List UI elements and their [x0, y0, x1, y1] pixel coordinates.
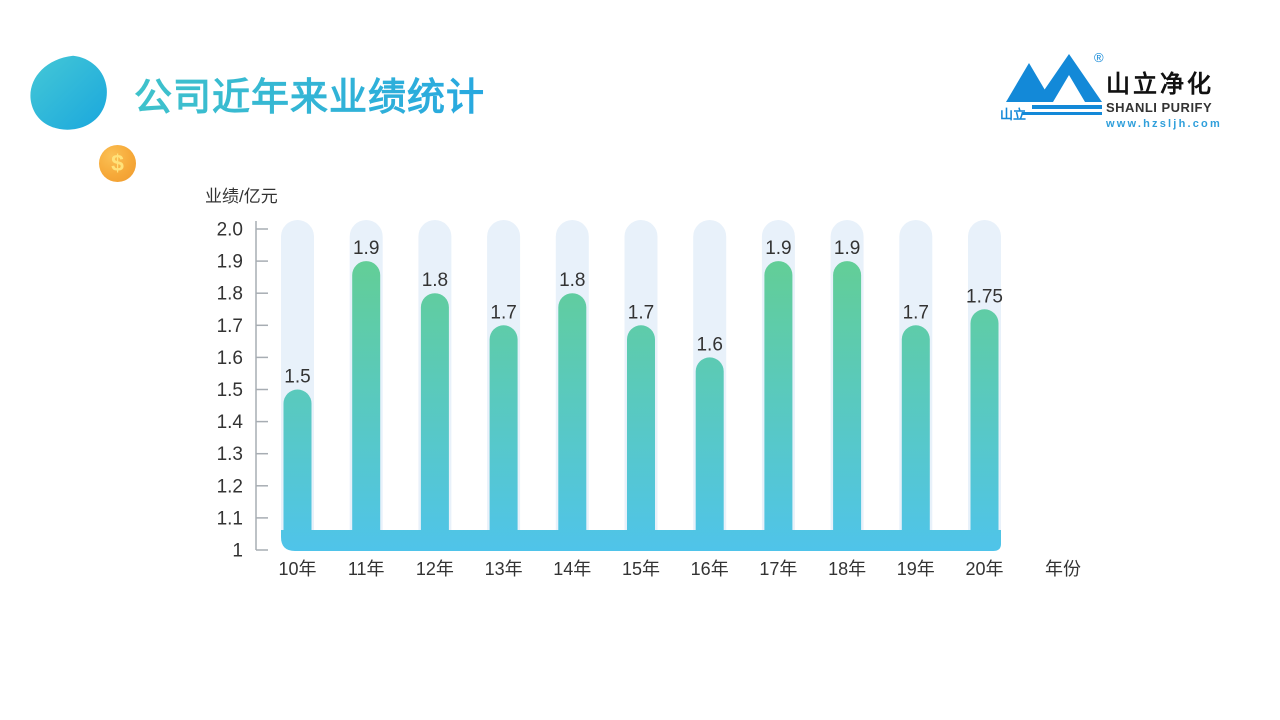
x-tick-label: 11年	[348, 559, 385, 579]
y-axis-title: 业绩/亿元	[205, 187, 278, 206]
bar-value-label: 1.9	[353, 238, 379, 259]
logo-registered-mark: ®	[1094, 50, 1104, 65]
base-bar	[281, 530, 1001, 551]
logo-name-en: SHANLI PURIFY	[1106, 100, 1213, 115]
x-tick-label: 19年	[897, 559, 935, 579]
bar-value-label: 1.8	[559, 270, 585, 291]
logo-mark-text: 山立	[1000, 107, 1026, 122]
bar-fill	[420, 293, 449, 551]
x-axis-title: 年份	[1045, 559, 1081, 579]
bar-fill	[970, 309, 999, 551]
x-tick-label: 15年	[622, 559, 660, 579]
logo-mountain-icon: 山立 ®	[1000, 50, 1104, 122]
y-tick-label: 1.4	[217, 412, 244, 433]
x-tick-label: 13年	[485, 559, 523, 579]
x-tick-label: 20年	[965, 559, 1003, 579]
x-tick-label: 14年	[553, 559, 591, 579]
y-tick-label: 1	[232, 541, 243, 562]
bar-value-label: 1.6	[696, 334, 722, 355]
bar-fill	[901, 325, 930, 551]
bar-fill	[489, 325, 518, 551]
y-tick-label: 1.3	[217, 444, 243, 465]
dollar-coin-icon: $	[99, 145, 136, 182]
y-tick-label: 1.7	[217, 316, 243, 337]
y-tick-label: 1.5	[217, 380, 243, 401]
company-logo: 山立 ® 山立净化 SHANLI PURIFY www.hzsljh.com	[1000, 42, 1225, 130]
bar-value-label: 1.75	[966, 286, 1003, 307]
y-tick-label: 1.1	[217, 508, 243, 529]
page-title: 公司近年来业绩统计	[134, 66, 485, 121]
decorative-blob-icon	[30, 55, 107, 130]
bar-fill	[764, 261, 793, 551]
bar-value-label: 1.7	[903, 302, 929, 323]
bar-value-label: 1.8	[422, 270, 448, 291]
y-tick-label: 1.2	[217, 476, 243, 497]
y-tick-label: 1.8	[217, 284, 243, 305]
coin-dollar-symbol: $	[111, 150, 124, 176]
y-tick-label: 2.0	[217, 220, 243, 241]
bar-fill	[695, 357, 724, 551]
x-tick-label: 18年	[828, 559, 866, 579]
bar-value-label: 1.7	[490, 302, 516, 323]
logo-text-block: 山立净化 SHANLI PURIFY www.hzsljh.com	[1106, 64, 1222, 130]
bar-fill	[627, 325, 655, 551]
x-tick-label: 17年	[759, 559, 797, 579]
y-tick-label: 1.6	[217, 348, 243, 369]
bar-fill	[352, 261, 381, 551]
bar-fill	[558, 293, 587, 551]
bar-value-label: 1.9	[834, 238, 860, 259]
bar-fill	[833, 261, 862, 551]
logo-website: www.hzsljh.com	[1106, 118, 1222, 130]
bar-fill	[283, 389, 312, 551]
bar-value-label: 1.7	[628, 302, 654, 323]
bar-value-label: 1.9	[765, 238, 791, 259]
logo-name-cn: 山立净化	[1106, 71, 1214, 98]
bar-value-label: 1.5	[284, 367, 310, 388]
x-tick-label: 12年	[416, 559, 454, 579]
x-tick-label: 16年	[691, 559, 729, 579]
x-tick-label: 10年	[278, 559, 316, 579]
y-tick-label: 1.9	[217, 252, 243, 273]
